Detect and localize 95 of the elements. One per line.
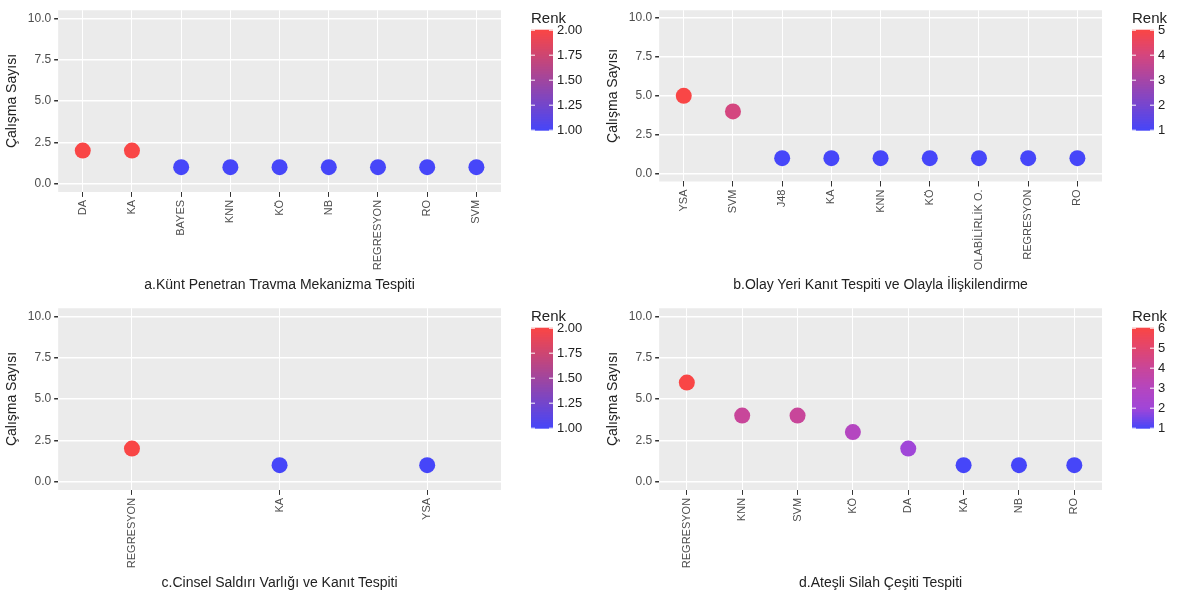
y-tick-label: 2.5 (34, 432, 52, 447)
x-tick-label: REGRESYON (124, 497, 137, 569)
point (678, 374, 695, 391)
y-tick-label: 10.0 (27, 10, 52, 25)
y-tick-label: 0.0 (34, 473, 52, 488)
x-tick-label: DA (901, 497, 914, 514)
point (823, 150, 840, 167)
point (1069, 150, 1086, 167)
x-tick-label: BAYES (174, 199, 187, 236)
point (1010, 457, 1027, 474)
point (789, 407, 806, 424)
x-tick-label: KÖ (272, 199, 285, 216)
point (955, 457, 972, 474)
point (1066, 457, 1083, 474)
y-tick-label: 7.5 (635, 49, 653, 64)
x-tick-label: KÖ (922, 189, 935, 206)
point (734, 407, 751, 424)
x-tick-label: KA (124, 199, 137, 215)
x-tick-label: KNN (735, 497, 748, 522)
x-tick-label: SVM (790, 497, 803, 522)
color-bar-label: 4 (1158, 46, 1166, 62)
x-tick-label: RO (420, 199, 433, 217)
x-tick-label: NB (1012, 497, 1024, 514)
y-tick-label: 2.5 (34, 134, 52, 149)
x-tick-label: RO (1070, 189, 1083, 206)
x-tick-label: KÖ (845, 497, 858, 514)
y-tick-label: 5.0 (635, 88, 653, 103)
color-bar-label: 1.50 (557, 369, 583, 385)
color-bar-label: 1.75 (557, 344, 583, 360)
y-tick-label: 0.0 (635, 473, 653, 488)
x-tick-label: OLABİLİRLİK O. (972, 189, 985, 271)
x-tick-label: SVM (725, 189, 738, 214)
y-tick-label: 10.0 (628, 10, 653, 25)
y-axis-title: Çalışma Sayısı (604, 48, 621, 143)
point (844, 424, 861, 441)
legend-title: Renk (531, 8, 567, 26)
y-tick-label: 2.5 (635, 127, 653, 142)
x-axis-title: a.Künt Penetran Travma Mekanizma Tespiti (144, 276, 415, 293)
x-axis-title: c.Cinsel Saldırı Varlığı ve Kanıt Tespiti (161, 574, 398, 591)
y-axis-title: Çalışma Sayısı (3, 351, 20, 447)
x-tick-label: SVM (469, 199, 482, 224)
x-axis-title: d.Ateşli Silah Çeşiti Tespiti (799, 574, 963, 591)
y-axis-title: Çalışma Sayısı (604, 351, 621, 447)
y-tick-label: 0.0 (34, 175, 52, 190)
color-bar-label: 1 (1158, 121, 1166, 137)
point (970, 150, 987, 167)
x-tick-label: KA (956, 497, 969, 513)
y-tick-label: 7.5 (34, 350, 52, 365)
color-bar-label: 1.50 (557, 71, 583, 87)
x-tick-label: RO (1067, 497, 1080, 515)
y-tick-label: 10.0 (628, 308, 653, 323)
legend-title: Renk (531, 306, 567, 324)
color-bar-label: 1.25 (557, 394, 583, 410)
x-tick-label: J48 (775, 189, 788, 208)
point (900, 440, 917, 457)
color-bar-label: 5 (1158, 339, 1166, 355)
legend-title: Renk (1132, 8, 1168, 26)
y-tick-label: 7.5 (34, 52, 52, 67)
y-tick-label: 10.0 (27, 308, 52, 323)
x-tick-label: DA (75, 199, 88, 216)
color-bar-label: 1.00 (557, 121, 583, 137)
x-axis-title: b.Olay Yeri Kanıt Tespiti ve Olayla İlişkilendirme (733, 275, 1029, 293)
point (872, 150, 889, 167)
x-tick-label: REGRESYON (1021, 189, 1034, 260)
y-tick-label: 5.0 (635, 391, 653, 406)
color-bar-label: 1.00 (557, 419, 583, 435)
x-tick-label: REGRESYON (679, 497, 692, 569)
point (675, 87, 692, 104)
x-tick-label: YSA (420, 497, 433, 520)
point (1020, 150, 1037, 167)
point (921, 150, 938, 167)
y-tick-label: 5.0 (34, 93, 52, 108)
color-bar-label: 4 (1158, 359, 1166, 375)
color-bar-label: 1.25 (557, 96, 583, 112)
color-bar-label: 2 (1158, 399, 1166, 415)
x-tick-label: YSA (676, 188, 689, 212)
color-bar-label: 3 (1158, 71, 1166, 87)
point (724, 103, 741, 120)
y-axis-title: Çalışma Sayısı (3, 53, 20, 149)
x-tick-label: REGRESYON (371, 199, 384, 271)
legend-title: Renk (1132, 306, 1168, 324)
x-tick-label: NB (321, 199, 334, 216)
x-tick-label: KA (272, 497, 285, 513)
color-bar-label: 1 (1158, 419, 1166, 435)
y-tick-label: 7.5 (635, 350, 653, 365)
y-tick-label: 5.0 (34, 391, 52, 406)
y-tick-label: 2.5 (635, 432, 653, 447)
y-tick-label: 0.0 (635, 166, 653, 181)
x-tick-label: KNN (223, 199, 236, 224)
color-bar-label: 1.75 (557, 46, 583, 62)
x-tick-label: KNN (873, 189, 886, 213)
point (774, 150, 791, 167)
color-bar-label: 2 (1158, 96, 1166, 112)
color-bar-label: 3 (1158, 379, 1166, 395)
x-tick-label: KA (824, 188, 837, 205)
